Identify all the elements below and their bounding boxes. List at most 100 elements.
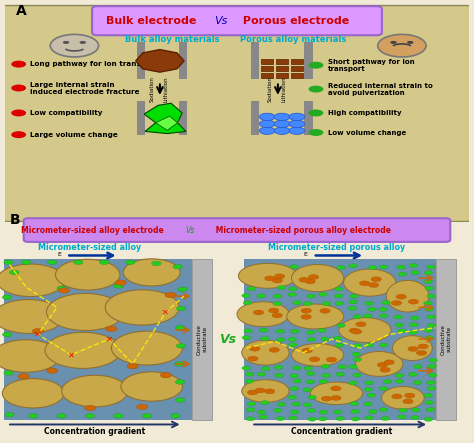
Circle shape (303, 388, 311, 392)
Circle shape (257, 294, 265, 298)
Circle shape (319, 380, 328, 384)
Circle shape (261, 337, 269, 341)
Circle shape (425, 336, 434, 340)
Circle shape (289, 120, 305, 128)
Circle shape (301, 308, 311, 313)
Polygon shape (144, 103, 186, 134)
Circle shape (408, 346, 418, 351)
Circle shape (309, 85, 323, 93)
Circle shape (379, 408, 388, 412)
Text: B: B (9, 213, 20, 227)
Circle shape (425, 400, 434, 404)
Circle shape (365, 301, 374, 305)
Bar (4, 259, 192, 420)
Circle shape (50, 35, 99, 57)
Circle shape (338, 365, 346, 369)
Circle shape (407, 41, 413, 44)
Text: Vs: Vs (214, 16, 228, 26)
Circle shape (408, 299, 419, 304)
Circle shape (307, 337, 316, 342)
Circle shape (247, 287, 255, 291)
Circle shape (21, 260, 31, 264)
FancyBboxPatch shape (24, 218, 450, 242)
Circle shape (242, 366, 250, 370)
Circle shape (247, 402, 256, 406)
Circle shape (333, 336, 342, 340)
Circle shape (427, 323, 436, 327)
Circle shape (427, 265, 435, 269)
Circle shape (322, 302, 331, 306)
Circle shape (244, 329, 252, 333)
Circle shape (289, 416, 297, 420)
Circle shape (11, 131, 26, 138)
Circle shape (11, 109, 26, 117)
Circle shape (257, 410, 265, 414)
Circle shape (306, 330, 315, 334)
Circle shape (350, 402, 358, 406)
Circle shape (351, 417, 360, 421)
Bar (261, 66, 273, 71)
Circle shape (46, 368, 58, 373)
Circle shape (291, 329, 299, 333)
Circle shape (394, 315, 402, 319)
Text: E: E (57, 252, 61, 257)
Text: A: A (16, 4, 27, 18)
Circle shape (18, 373, 29, 379)
Circle shape (9, 270, 19, 275)
Circle shape (11, 61, 26, 68)
Circle shape (398, 272, 407, 276)
Text: Low volume change: Low volume change (328, 129, 406, 136)
Circle shape (290, 387, 299, 391)
Circle shape (364, 402, 372, 406)
Circle shape (336, 416, 345, 420)
Circle shape (303, 302, 312, 306)
Circle shape (351, 329, 362, 334)
Ellipse shape (386, 280, 429, 312)
Circle shape (424, 280, 433, 284)
Circle shape (424, 417, 433, 421)
Circle shape (390, 41, 397, 44)
Circle shape (127, 363, 138, 369)
Circle shape (58, 288, 70, 293)
Circle shape (121, 372, 182, 401)
Circle shape (349, 300, 357, 304)
Ellipse shape (292, 344, 344, 366)
Circle shape (309, 62, 323, 69)
Circle shape (142, 414, 152, 418)
Circle shape (349, 264, 357, 268)
Text: Reduced internal strain to
avoid pulverization: Reduced internal strain to avoid pulveri… (328, 82, 432, 96)
Circle shape (274, 274, 285, 279)
Bar (436, 259, 456, 420)
Circle shape (274, 113, 290, 120)
Circle shape (322, 373, 330, 377)
Circle shape (427, 294, 435, 298)
Bar (276, 66, 288, 71)
Circle shape (337, 323, 346, 327)
Circle shape (28, 414, 38, 418)
Circle shape (242, 336, 251, 340)
Bar (304, 43, 313, 79)
Bar (251, 43, 259, 79)
Circle shape (290, 374, 299, 378)
Circle shape (321, 365, 329, 369)
Circle shape (318, 417, 327, 421)
Circle shape (377, 362, 388, 367)
Text: ✕: ✕ (68, 350, 74, 359)
Text: ✕: ✕ (163, 307, 169, 316)
Circle shape (368, 307, 376, 311)
Circle shape (4, 260, 13, 264)
Circle shape (290, 265, 298, 269)
Circle shape (410, 270, 419, 275)
Ellipse shape (237, 302, 289, 326)
Ellipse shape (392, 336, 432, 361)
Text: ✕: ✕ (35, 330, 41, 339)
Circle shape (399, 408, 407, 412)
Circle shape (250, 346, 260, 351)
Bar (291, 59, 303, 64)
Bar (137, 43, 146, 79)
Circle shape (274, 120, 290, 128)
Text: Porous electrode: Porous electrode (239, 16, 349, 26)
Circle shape (368, 410, 377, 414)
Circle shape (428, 364, 437, 368)
Circle shape (176, 344, 186, 348)
